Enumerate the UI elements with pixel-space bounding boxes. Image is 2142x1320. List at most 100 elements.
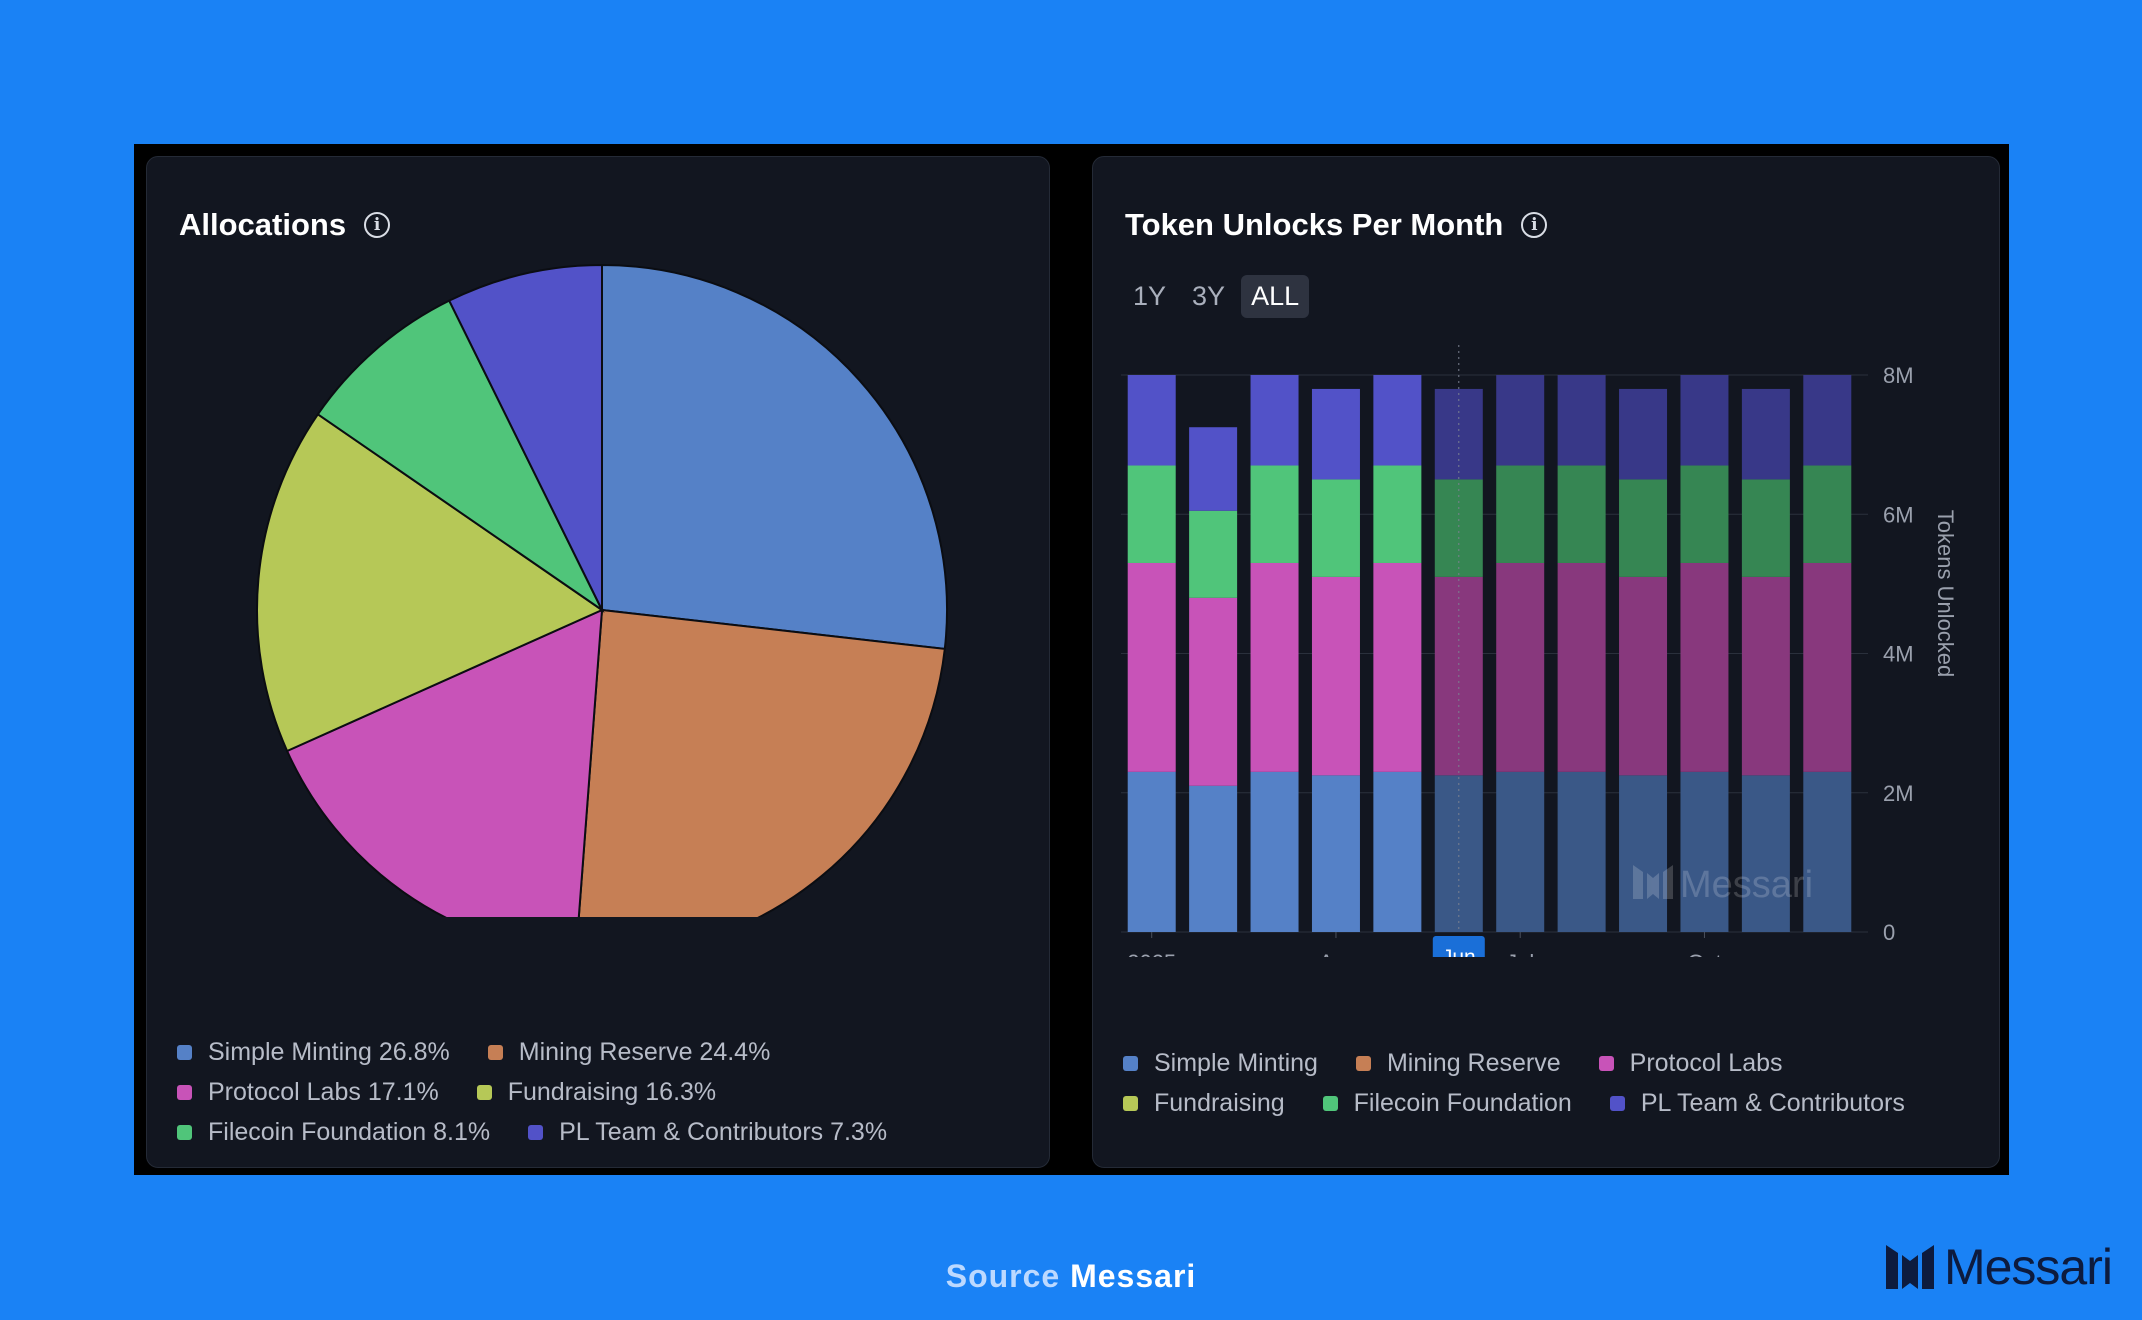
- legend-item-mining-reserve[interactable]: Mining Reserve: [1355, 1049, 1561, 1078]
- legend-row: Filecoin Foundation 8.1% PL Team & Contri…: [177, 1112, 887, 1152]
- bar-segment-filecoin-foundation[interactable]: [1680, 465, 1729, 563]
- bar-segment-protocol-labs[interactable]: [1619, 576, 1668, 776]
- pie-slice-pl-team-and-contributors[interactable]: [447, 263, 603, 611]
- legend-item-protocol-labs[interactable]: Protocol Labs 17.1%: [177, 1078, 439, 1107]
- legend-swatch: [1123, 1095, 1138, 1111]
- bar-segment-filecoin-foundation[interactable]: [1373, 465, 1422, 563]
- bar-segment-simple-minting[interactable]: [1373, 771, 1422, 932]
- dashboard-frame: Allocations i Simple Minting 26.8% Mining…: [134, 144, 2009, 1175]
- x-tick-label: Oct: [1687, 950, 1721, 957]
- bar-segment-simple-minting[interactable]: [1311, 775, 1360, 932]
- bar-segment-simple-minting[interactable]: [1434, 775, 1483, 932]
- bar-segment-simple-minting[interactable]: [1189, 785, 1238, 932]
- legend-swatch: [177, 1084, 192, 1100]
- bar-segment-pl-team-and-contributors[interactable]: [1373, 375, 1422, 466]
- y-tick-label: 2M: [1883, 781, 1914, 806]
- legend-label: Filecoin Foundation 8.1%: [208, 1117, 491, 1146]
- bar-segment-protocol-labs[interactable]: [1803, 562, 1852, 772]
- pie-slice-protocol-labs[interactable]: [285, 608, 604, 917]
- pie-slice-filecoin-foundation[interactable]: [316, 299, 605, 614]
- legend-swatch: [1322, 1095, 1338, 1111]
- legend-swatch: [177, 1044, 192, 1060]
- bar-segment-protocol-labs[interactable]: [1189, 597, 1238, 786]
- legend-item-fundraising[interactable]: Fundraising: [1123, 1089, 1285, 1118]
- bar-segment-pl-team-and-contributors[interactable]: [1557, 375, 1606, 466]
- legend-label: PL Team & Contributors 7.3%: [559, 1117, 888, 1146]
- pie-slice-mining-reserve[interactable]: [576, 608, 946, 917]
- info-icon[interactable]: i: [364, 212, 391, 238]
- legend-swatch: [476, 1084, 492, 1100]
- pie-slice-simple-minting[interactable]: [601, 263, 948, 651]
- unlocks-bar-chart: 0 2M 4M 6M 8M Tokens Unlocked 2025 Apr Jul Oct Jun…: [1121, 345, 1958, 957]
- bar-segment-pl-team-and-contributors[interactable]: [1311, 388, 1360, 480]
- bar-segment-filecoin-foundation[interactable]: [1557, 465, 1606, 563]
- unlocks-legend: Simple Minting Mining Reserve Protocol Lab…: [1123, 1043, 1905, 1123]
- bar-segment-pl-team-and-contributors[interactable]: [1496, 375, 1545, 466]
- bar-segment-protocol-labs[interactable]: [1496, 562, 1545, 772]
- y-axis-label: Tokens Unlocked: [1933, 510, 1958, 678]
- bar-segment-simple-minting[interactable]: [1619, 775, 1668, 932]
- legend-label: Mining Reserve 24.4%: [518, 1037, 771, 1066]
- legend-item-simple-minting[interactable]: Simple Minting: [1123, 1049, 1318, 1078]
- legend-item-filecoin-foundation[interactable]: Filecoin Foundation 8.1%: [177, 1118, 490, 1147]
- bar-segment-protocol-labs[interactable]: [1373, 562, 1422, 772]
- bar-segment-pl-team-and-contributors[interactable]: [1680, 375, 1729, 466]
- bar-segment-pl-team-and-contributors[interactable]: [1434, 388, 1483, 480]
- legend-label: Fundraising: [1154, 1088, 1285, 1117]
- bar-segment-pl-team-and-contributors[interactable]: [1803, 375, 1852, 466]
- bar-segment-filecoin-foundation[interactable]: [1189, 510, 1238, 598]
- footer-source-brand: Messari: [1070, 1258, 1197, 1294]
- bar-segment-protocol-labs[interactable]: [1680, 562, 1729, 772]
- y-tick-label: 4M: [1883, 642, 1914, 667]
- range-tab-all[interactable]: ALL: [1241, 275, 1310, 318]
- legend-item-mining-reserve[interactable]: Mining Reserve 24.4%: [487, 1037, 771, 1067]
- y-tick-label: 6M: [1883, 502, 1914, 527]
- bar-segment-pl-team-and-contributors[interactable]: [1619, 388, 1668, 480]
- info-icon[interactable]: i: [1521, 212, 1548, 238]
- bar-segment-pl-team-and-contributors[interactable]: [1127, 375, 1176, 466]
- legend-item-pl-team-and-contributors[interactable]: PL Team & Contributors: [1609, 1089, 1905, 1118]
- bar-segment-protocol-labs[interactable]: [1127, 562, 1176, 772]
- bar-segment-simple-minting[interactable]: [1803, 771, 1852, 932]
- legend-item-filecoin-foundation[interactable]: Filecoin Foundation: [1322, 1089, 1572, 1118]
- messari-watermark: Messari: [1633, 864, 1813, 906]
- bar-segment-filecoin-foundation[interactable]: [1250, 465, 1299, 563]
- bar-segment-simple-minting[interactable]: [1741, 775, 1790, 932]
- bar-segment-filecoin-foundation[interactable]: [1496, 465, 1545, 563]
- bar-segment-pl-team-and-contributors[interactable]: [1250, 375, 1299, 466]
- x-tick-label: 2025: [1127, 950, 1176, 957]
- messari-logo-icon: [1885, 1245, 1934, 1289]
- bar-segment-filecoin-foundation[interactable]: [1127, 465, 1176, 563]
- legend-row: Simple Minting 26.8% Mining Reserve 24.4%: [177, 1032, 887, 1072]
- range-tab-3y[interactable]: 3Y: [1192, 281, 1226, 311]
- bar-segment-pl-team-and-contributors[interactable]: [1741, 388, 1790, 480]
- pie-slice-fundraising[interactable]: [256, 412, 605, 753]
- bar-segment-pl-team-and-contributors[interactable]: [1189, 427, 1238, 511]
- bar-segment-protocol-labs[interactable]: [1250, 562, 1299, 772]
- bar-segment-protocol-labs[interactable]: [1741, 576, 1790, 776]
- allocations-title-text: Allocations: [179, 207, 347, 242]
- bar-segment-filecoin-foundation[interactable]: [1803, 465, 1852, 563]
- bar-segment-protocol-labs[interactable]: [1557, 562, 1606, 772]
- bar-segment-simple-minting[interactable]: [1680, 771, 1729, 932]
- legend-item-fundraising[interactable]: Fundraising 16.3%: [476, 1078, 716, 1107]
- range-tab-1y[interactable]: 1Y: [1133, 281, 1167, 311]
- legend-label: Simple Minting: [1154, 1048, 1318, 1077]
- legend-item-protocol-labs[interactable]: Protocol Labs: [1598, 1049, 1783, 1078]
- bar-segment-simple-minting[interactable]: [1557, 771, 1606, 932]
- bar-segment-filecoin-foundation[interactable]: [1311, 479, 1360, 577]
- bar-segment-filecoin-foundation[interactable]: [1741, 479, 1790, 577]
- bar-segment-simple-minting[interactable]: [1250, 771, 1299, 932]
- bar-segment-filecoin-foundation[interactable]: [1619, 479, 1668, 577]
- hover-label: Jun: [1442, 946, 1476, 957]
- bar-segment-simple-minting[interactable]: [1496, 771, 1545, 932]
- x-tick-label: Apr: [1319, 950, 1353, 957]
- bar-segment-protocol-labs[interactable]: [1311, 576, 1360, 776]
- legend-swatch: [487, 1044, 503, 1060]
- legend-swatch: [1609, 1095, 1625, 1111]
- bar-segment-simple-minting[interactable]: [1127, 771, 1176, 932]
- legend-item-simple-minting[interactable]: Simple Minting 26.8%: [177, 1038, 450, 1067]
- messari-logo: Messari: [1885, 1238, 2113, 1296]
- unlocks-title-text: Token Unlocks Per Month: [1125, 207, 1504, 242]
- legend-item-pl-team-and-contributors[interactable]: PL Team & Contributors 7.3%: [528, 1118, 887, 1147]
